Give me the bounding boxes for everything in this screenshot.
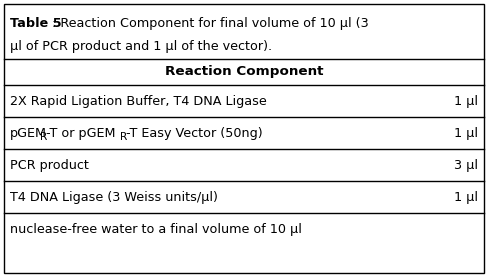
- Text: R: R: [120, 132, 127, 142]
- Text: : Reaction Component for final volume of 10 µl (3: : Reaction Component for final volume of…: [52, 17, 369, 30]
- Text: 1 µl: 1 µl: [454, 127, 478, 140]
- Text: 1 µl: 1 µl: [454, 94, 478, 107]
- Text: µl of PCR product and 1 µl of the vector).: µl of PCR product and 1 µl of the vector…: [10, 40, 272, 53]
- Text: PCR product: PCR product: [10, 158, 89, 171]
- Text: Table 5: Table 5: [10, 17, 61, 30]
- Text: -T Easy Vector (50ng): -T Easy Vector (50ng): [126, 127, 263, 140]
- Text: 3 µl: 3 µl: [454, 158, 478, 171]
- Text: T4 DNA Ligase (3 Weiss units/µl): T4 DNA Ligase (3 Weiss units/µl): [10, 191, 218, 204]
- Text: R: R: [40, 132, 47, 142]
- Text: nuclease-free water to a final volume of 10 µl: nuclease-free water to a final volume of…: [10, 222, 302, 235]
- Text: -T or pGEM: -T or pGEM: [46, 127, 115, 140]
- Text: Reaction Component: Reaction Component: [165, 65, 323, 78]
- Text: pGEM: pGEM: [10, 127, 47, 140]
- Text: 2X Rapid Ligation Buffer, T4 DNA Ligase: 2X Rapid Ligation Buffer, T4 DNA Ligase: [10, 94, 267, 107]
- Text: 1 µl: 1 µl: [454, 191, 478, 204]
